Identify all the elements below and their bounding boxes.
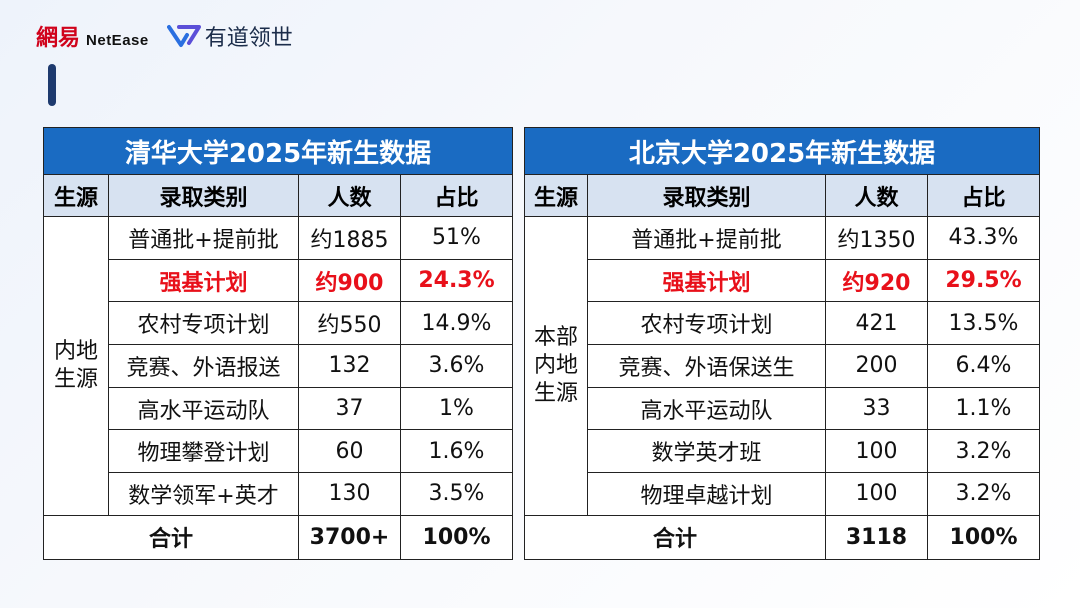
ratio-cell: 6.4% — [927, 344, 1040, 388]
count-cell: 100 — [825, 472, 928, 516]
category-cell: 农村专项计划 — [108, 301, 299, 346]
ratio-cell: 24.3% — [400, 258, 513, 303]
count-cell: 421 — [825, 301, 928, 346]
source-label: 本部 内地 生源 — [533, 324, 578, 406]
category-cell: 普通批+提前批 — [108, 216, 299, 260]
count-cell: 60 — [298, 429, 401, 474]
table-row: 物理卓越计划 100 3.2% — [525, 472, 1040, 516]
col-header-category: 录取类别 — [587, 174, 826, 217]
total-label: 合计 — [43, 514, 299, 560]
table-row: 本部 内地 生源 普通批+提前批 约1350 43.3% — [524, 216, 1040, 516]
count-cell: 约550 — [298, 301, 401, 346]
header: 網易 NetEase 有道领世 — [36, 18, 293, 54]
col-header-ratio: 占比 — [400, 174, 513, 217]
youdao-logo-text: 有道领世 — [204, 26, 293, 51]
category-cell: 高水平运动队 — [108, 386, 299, 431]
table-row: 竞赛、外语报送 132 3.6% — [44, 344, 513, 388]
category-cell: 物理攀登计划 — [108, 429, 299, 474]
table-row: 高水平运动队 37 1% — [44, 386, 513, 431]
ratio-cell: 3.2% — [927, 429, 1040, 474]
table-row-highlight: 强基计划 约900 24.3% — [44, 258, 513, 303]
youdao-logo: 有道领世 — [166, 20, 293, 52]
table-row: 高水平运动队 33 1.1% — [525, 386, 1040, 431]
total-count: 3700+ — [298, 514, 401, 560]
netease-logo-en: NetEase — [86, 32, 149, 49]
category-cell: 高水平运动队 — [587, 386, 826, 431]
ratio-cell: 3.2% — [927, 472, 1040, 516]
source-cell: 内地 生源 — [43, 216, 109, 516]
col-header-count: 人数 — [298, 174, 401, 217]
count-cell: 132 — [298, 344, 401, 388]
tsinghua-table: 清华大学2025年新生数据 生源 录取类别 人数 占比 内地 生源 普通批+提前批… — [43, 127, 513, 560]
total-ratio: 100% — [927, 514, 1040, 560]
category-cell: 数学领军+英才 — [108, 472, 299, 516]
table-row: 农村专项计划 421 13.5% — [525, 301, 1040, 346]
ratio-cell: 43.3% — [927, 216, 1040, 260]
category-cell: 物理卓越计划 — [587, 472, 826, 516]
total-row: 合计 3700+ 100% — [43, 514, 513, 560]
ratio-cell: 3.6% — [400, 344, 513, 388]
ratio-cell: 13.5% — [927, 301, 1040, 346]
count-cell: 100 — [825, 429, 928, 474]
ratio-cell: 3.5% — [400, 472, 513, 516]
col-header-category: 录取类别 — [108, 174, 299, 217]
category-cell: 农村专项计划 — [587, 301, 826, 346]
table-row: 农村专项计划 约550 14.9% — [44, 301, 513, 346]
table-row: 数学领军+英才 130 3.5% — [44, 472, 513, 516]
total-label: 合计 — [524, 514, 826, 560]
category-cell: 竞赛、外语报送 — [108, 344, 299, 388]
accent-bar — [48, 64, 56, 106]
count-cell: 33 — [825, 386, 928, 431]
ratio-cell: 51% — [400, 216, 513, 260]
table-row: 竞赛、外语保送生 200 6.4% — [525, 344, 1040, 388]
col-header-source: 生源 — [524, 174, 588, 217]
table-row: 数学英才班 100 3.2% — [525, 429, 1040, 474]
total-ratio: 100% — [400, 514, 513, 560]
ratio-cell: 1.6% — [400, 429, 513, 474]
source-cell: 本部 内地 生源 — [524, 216, 588, 516]
ratio-cell: 1.1% — [927, 386, 1040, 431]
youdao-mark-icon — [166, 25, 201, 47]
count-cell: 约920 — [825, 258, 928, 303]
category-cell: 强基计划 — [587, 258, 826, 303]
count-cell: 200 — [825, 344, 928, 388]
ratio-cell: 14.9% — [400, 301, 513, 346]
source-label: 内地 生源 — [53, 338, 98, 392]
count-cell: 约900 — [298, 258, 401, 303]
table-row: 物理攀登计划 60 1.6% — [44, 429, 513, 474]
count-cell: 约1350 — [825, 216, 928, 260]
count-cell: 37 — [298, 386, 401, 431]
table-title: 北京大学2025年新生数据 — [524, 127, 1040, 175]
category-cell: 普通批+提前批 — [587, 216, 826, 260]
total-count: 3118 — [825, 514, 928, 560]
ratio-cell: 1% — [400, 386, 513, 431]
count-cell: 约1885 — [298, 216, 401, 260]
netease-logo-cn: 網易 — [36, 25, 81, 51]
category-cell: 强基计划 — [108, 258, 299, 303]
count-cell: 130 — [298, 472, 401, 516]
netease-logo: 網易 NetEase — [36, 20, 149, 52]
table-row-highlight: 强基计划 约920 29.5% — [525, 258, 1040, 303]
table-row: 内地 生源 普通批+提前批 约1885 51% — [43, 216, 513, 516]
ratio-cell: 29.5% — [927, 258, 1040, 303]
total-row: 合计 3118 100% — [524, 514, 1040, 560]
col-header-ratio: 占比 — [927, 174, 1040, 217]
table-title: 清华大学2025年新生数据 — [43, 127, 513, 175]
col-header-source: 生源 — [43, 174, 109, 217]
category-cell: 数学英才班 — [587, 429, 826, 474]
col-header-count: 人数 — [825, 174, 928, 217]
category-cell: 竞赛、外语保送生 — [587, 344, 826, 388]
peking-table: 北京大学2025年新生数据 生源 录取类别 人数 占比 本部 内地 生源 普通批+提… — [524, 127, 1040, 560]
